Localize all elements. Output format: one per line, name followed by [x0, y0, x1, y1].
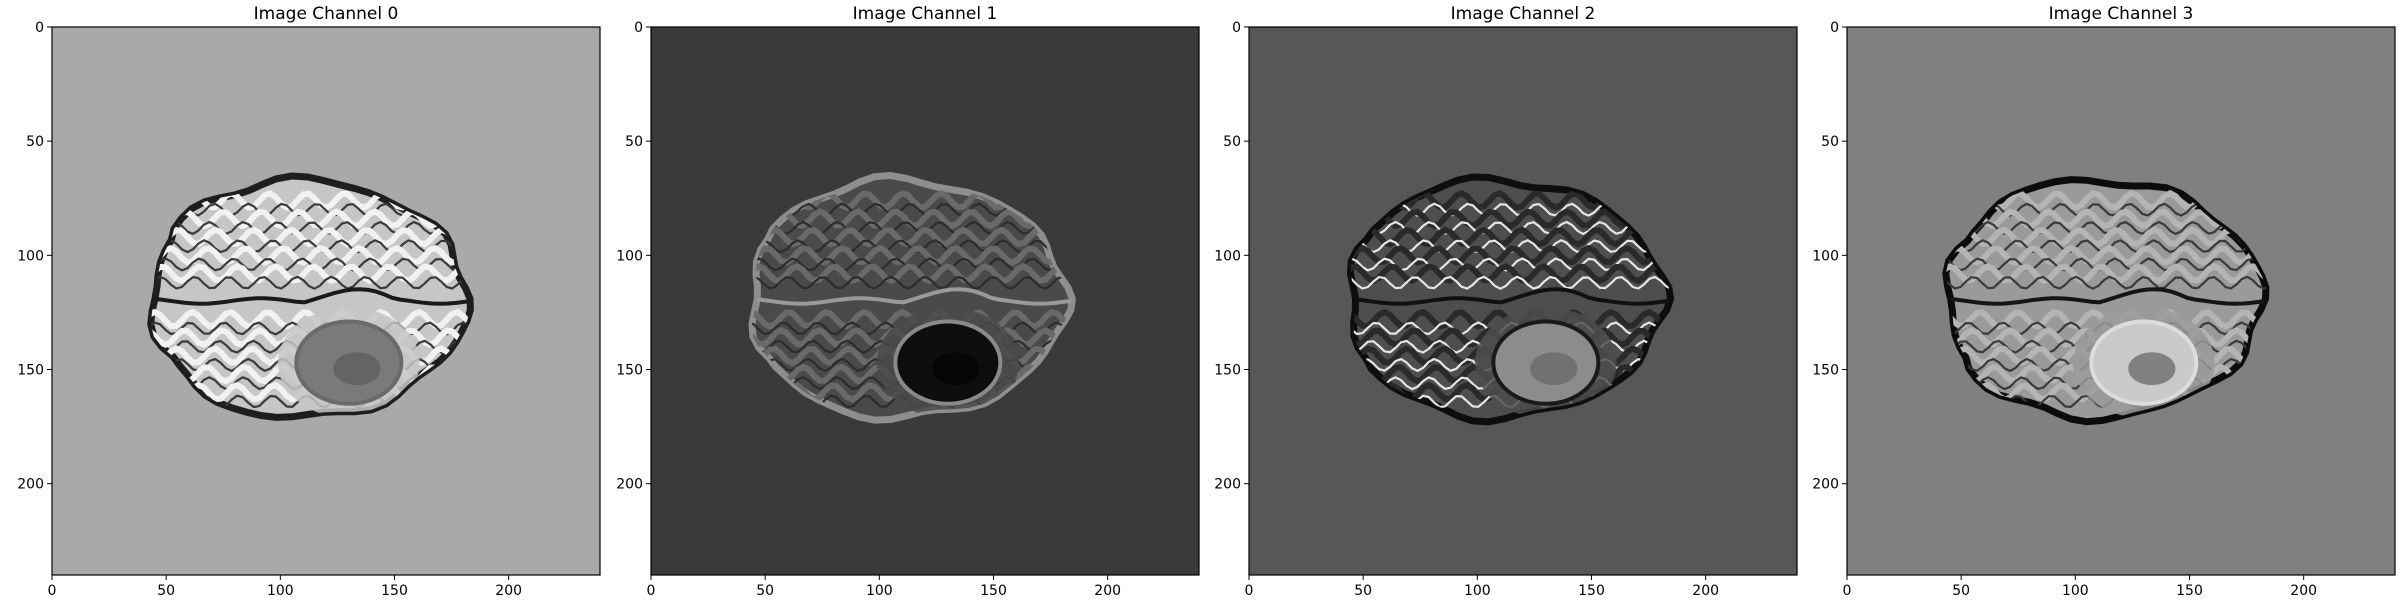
axes-frame [51, 26, 601, 576]
x-tick-label: 200 [495, 583, 522, 599]
midline-fissure [1350, 287, 1670, 306]
x-tick-label: 150 [381, 583, 408, 599]
brain-interior [752, 190, 1073, 419]
gyrus-line [752, 263, 1073, 284]
image-panel-1: Image Channel 1 0 50 100 150 200 0 50 100 150 200 [616, 4, 1200, 599]
x-tick-label: 0 [1843, 583, 1852, 599]
x-tick-label: 100 [267, 583, 294, 599]
gyrus-line [752, 245, 1073, 266]
y-tick-label: 100 [17, 248, 44, 264]
mri-image [52, 27, 600, 575]
y-tick-label: 0 [1232, 20, 1241, 36]
x-tick-label: 200 [2290, 583, 2317, 599]
x-tick-label: 150 [980, 583, 1007, 599]
gyrus-line [752, 309, 1073, 330]
x-tick-label: 100 [2062, 583, 2089, 599]
gyrus-line [1350, 263, 1671, 284]
sulcus-line [752, 239, 1073, 254]
y-tick-label: 200 [1214, 477, 1241, 493]
axes-frame [1248, 26, 1798, 576]
y-tick-label: 100 [616, 248, 643, 264]
y-tick-label: 200 [616, 477, 643, 493]
x-tick-label: 0 [48, 583, 57, 599]
y-tick-label: 150 [1214, 363, 1241, 379]
x-tick-label: 50 [1952, 583, 1970, 599]
image-panel-3: Image Channel 3 0 50 100 150 200 0 50 100 150 200 [1812, 4, 2396, 599]
panel-title: Image Channel 3 [2049, 4, 2194, 24]
x-tick-label: 100 [1464, 583, 1491, 599]
gyrus-line [1350, 208, 1671, 230]
image-panel-2: Image Channel 2 0 50 100 150 200 0 50 100 150 200 [1214, 4, 1798, 599]
gyrus-line [1945, 263, 2266, 284]
y-tick-label: 100 [1214, 248, 1241, 264]
panel-title: Image Channel 2 [1451, 4, 1596, 24]
axes-frame [650, 26, 1200, 576]
y-tick-label: 150 [17, 363, 44, 379]
y-tick-label: 50 [26, 134, 44, 150]
x-tick-label: 150 [1578, 583, 1605, 599]
brain-interior [1350, 190, 1671, 419]
y-tick-label: 150 [616, 363, 643, 379]
y-tick-label: 50 [625, 134, 643, 150]
midline-fissure [152, 287, 471, 306]
panel-title: Image Channel 1 [853, 4, 998, 24]
x-tick-label: 50 [1354, 583, 1372, 599]
mri-image [651, 27, 1199, 575]
brain-interior [1945, 190, 2266, 419]
midline-fissure [752, 287, 1072, 306]
lesion-core [333, 352, 381, 386]
gyrus-line [150, 263, 471, 284]
gyrus-line [1945, 245, 2266, 266]
mri-image [1847, 27, 2395, 575]
x-tick-label: 50 [756, 583, 774, 599]
y-tick-label: 50 [1223, 134, 1241, 150]
gyrus-line [1350, 226, 1671, 248]
y-tick-label: 0 [1830, 20, 1839, 36]
sulcus-line [1350, 275, 1671, 290]
axes-frame [1846, 26, 2396, 576]
midline-fissure [1947, 287, 2266, 306]
sulcus-line [150, 220, 471, 235]
image-panel-0: Image Channel 0 0 50 100 150 200 0 50 100 150 200 [17, 4, 601, 599]
x-tick-label: 200 [1094, 583, 1121, 599]
y-tick-label: 150 [1812, 363, 1839, 379]
x-tick-label: 100 [866, 583, 893, 599]
x-tick-label: 50 [157, 583, 175, 599]
panel-title: Image Channel 0 [254, 4, 399, 24]
gyrus-line [1945, 226, 2266, 248]
gyrus-line [150, 309, 471, 330]
y-tick-label: 50 [1821, 134, 1839, 150]
y-tick-label: 200 [17, 477, 44, 493]
gyrus-line [1350, 245, 1671, 266]
y-tick-label: 0 [35, 20, 44, 36]
y-tick-label: 0 [634, 20, 643, 36]
x-tick-label: 0 [647, 583, 656, 599]
sulcus-line [752, 275, 1073, 290]
sulcus-line [150, 239, 471, 254]
lesion-core [2128, 352, 2176, 386]
sulcus-line [1945, 220, 2266, 235]
y-tick-label: 200 [1812, 477, 1839, 493]
sulcus-line [1350, 220, 1671, 235]
lesion-core [932, 352, 980, 386]
mri-image [1249, 27, 1797, 575]
sulcus-line [1945, 275, 2266, 290]
x-tick-label: 0 [1245, 583, 1254, 599]
gyrus-line [150, 245, 471, 266]
sulcus-line [150, 275, 471, 290]
x-tick-label: 200 [1692, 583, 1719, 599]
sulcus-line [752, 220, 1073, 235]
lesion-core [1530, 352, 1578, 386]
x-tick-label: 150 [2176, 583, 2203, 599]
y-tick-label: 100 [1812, 248, 1839, 264]
